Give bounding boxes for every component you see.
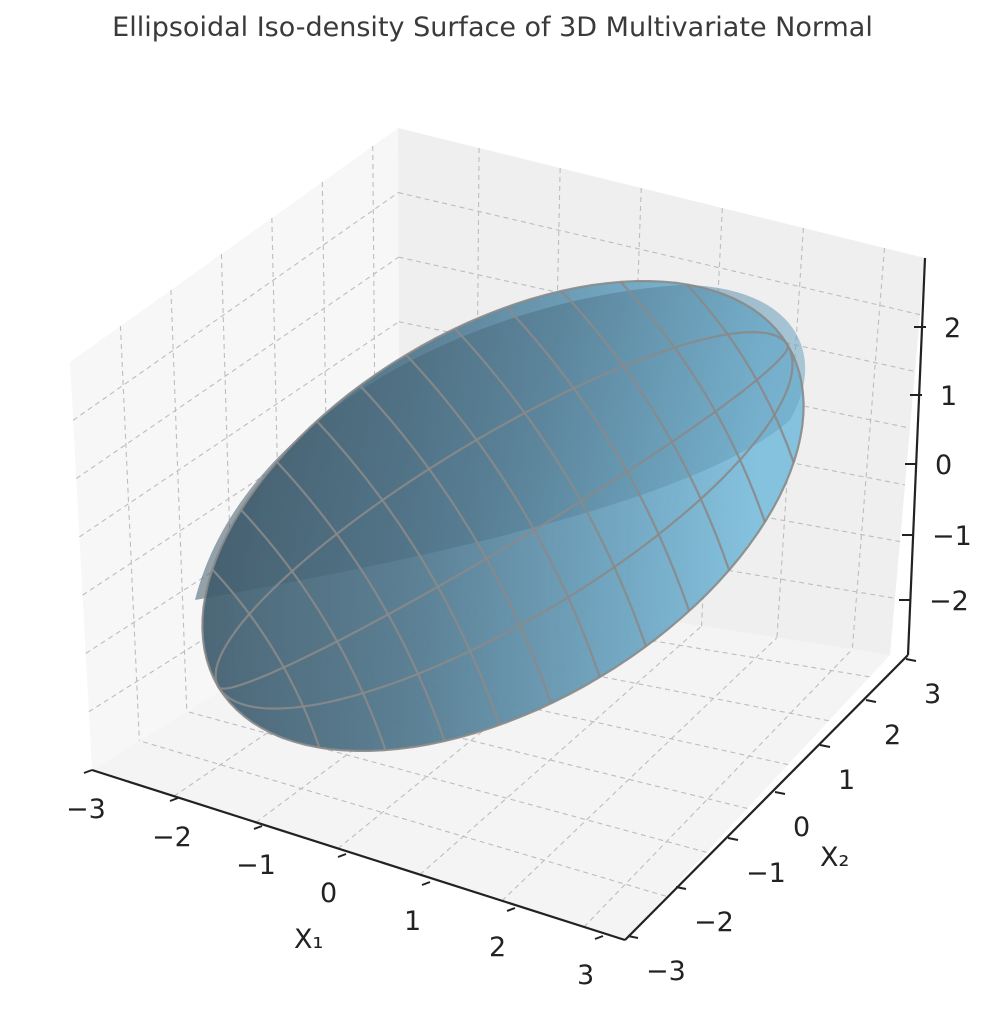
x-tick-label: −1 [236, 850, 276, 881]
surface-longitude-line [685, 283, 795, 463]
z-tick-label: 1 [940, 381, 957, 412]
floor-grid-line [583, 648, 853, 928]
x-tick-mark [169, 797, 179, 802]
surface-longitude-line [359, 384, 553, 704]
surface-longitude-line [454, 327, 647, 647]
x-tick-mark [421, 881, 431, 886]
z-tick-label: 0 [935, 450, 952, 481]
left-grid-line [75, 256, 399, 480]
surface-latitude-line [217, 344, 794, 710]
left-grid-line [321, 181, 330, 624]
z-tick-label: −1 [932, 521, 972, 552]
x-tick-mark [83, 769, 93, 774]
y-axis-label: X₂ [820, 842, 849, 873]
x-tick-label: −2 [152, 822, 192, 853]
y-tick-label: 1 [838, 765, 855, 796]
floor-grid-line [139, 740, 666, 897]
y-tick-label: 0 [793, 812, 810, 843]
floor-grid-line [501, 637, 778, 902]
x-tick-label: 0 [320, 878, 337, 909]
y-tick-label: 3 [924, 679, 941, 710]
x-tick-mark [506, 907, 516, 912]
x-tick-label: −3 [66, 794, 106, 825]
y-tick-label: −2 [694, 907, 734, 938]
y-tick-label: 2 [884, 720, 901, 751]
y-tick-mark [905, 658, 917, 662]
surface-longitude-line [316, 420, 501, 726]
y-tick-mark [819, 744, 831, 748]
y-tick-mark [774, 791, 786, 795]
y-tick-mark [627, 935, 639, 939]
z-tick-label: 2 [944, 313, 961, 344]
y-tick-mark [865, 699, 877, 703]
surface-longitude-line [211, 568, 321, 748]
back-grid-line [776, 227, 804, 638]
surface-longitude-line [619, 281, 766, 523]
back-grid-line [851, 247, 886, 650]
ellipsoid-wireframe [201, 280, 805, 752]
x-axis: −3 −2 −1 0 1 2 3 [66, 768, 626, 991]
x-tick-mark [253, 825, 263, 830]
surface-longitude-line [276, 461, 446, 742]
surface-longitude-line [405, 354, 601, 678]
z-axis: −2 −1 0 1 2 [899, 257, 972, 656]
y-tick-mark [675, 886, 687, 890]
y-tick-label: −3 [646, 956, 686, 987]
left-grid-line [79, 321, 400, 538]
x-tick-mark [337, 853, 347, 858]
x-tick-label: 3 [577, 960, 594, 991]
x-tick-label: 2 [489, 932, 506, 963]
x-axis-label: X₁ [294, 924, 323, 955]
z-tick-label: −2 [929, 586, 969, 617]
y-tick-mark [727, 837, 739, 841]
surface-latitude-line [214, 330, 789, 688]
x-tick-label: 1 [404, 906, 421, 937]
left-grid-line [170, 289, 188, 712]
left-grid-line [119, 325, 140, 741]
floor-grid-line [234, 681, 748, 809]
left-grid-line [72, 192, 399, 421]
surface-longitude-line [560, 290, 731, 571]
surface-longitude-line [240, 509, 387, 751]
x-tick-mark [594, 935, 604, 940]
surface-longitude-line [505, 306, 691, 612]
y-tick-label: −1 [746, 858, 786, 889]
chart-title: Ellipsoidal Iso-density Surface of 3D Mu… [112, 12, 873, 43]
